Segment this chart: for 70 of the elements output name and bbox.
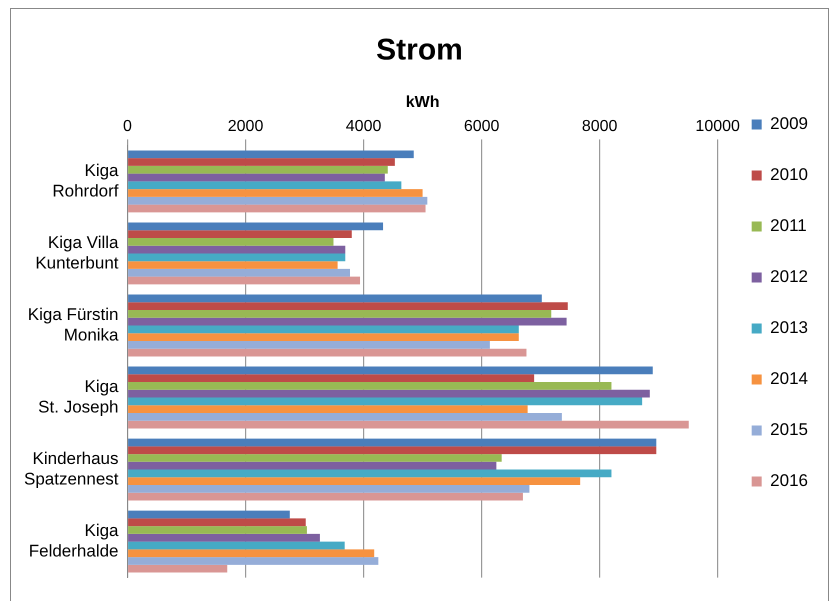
bar — [128, 222, 384, 230]
bar — [128, 150, 414, 158]
bar — [128, 268, 350, 277]
bar — [128, 454, 502, 462]
bar — [128, 510, 290, 518]
bar — [128, 333, 519, 341]
x-tick-label: 0 — [123, 118, 132, 136]
bar — [128, 253, 346, 262]
legend-label: 2012 — [770, 267, 808, 286]
bar — [128, 564, 228, 573]
x-tick-label: 8000 — [582, 118, 618, 136]
bar — [128, 534, 320, 542]
bar — [128, 294, 542, 302]
bar — [128, 310, 552, 318]
bar — [128, 204, 426, 212]
bar — [128, 405, 528, 414]
bar — [128, 518, 306, 526]
legend-label: 2011 — [770, 216, 807, 236]
bar — [128, 374, 534, 382]
legend-label: 2009 — [770, 114, 808, 134]
legend-label: 2016 — [770, 471, 808, 490]
bar — [128, 166, 388, 174]
bar — [128, 189, 423, 197]
y-tick-label: Kiga Felderhalde — [28, 521, 120, 560]
bar — [128, 470, 612, 478]
bar — [128, 348, 526, 356]
bar — [128, 438, 656, 446]
bar — [128, 549, 374, 558]
bar — [128, 276, 360, 284]
bar — [128, 261, 338, 269]
bar — [128, 398, 642, 406]
bar — [128, 302, 568, 310]
x-axis-title: kWh — [406, 94, 440, 112]
x-tick-label: 2000 — [228, 118, 264, 136]
bar — [128, 477, 580, 486]
bar — [128, 158, 395, 166]
bar — [128, 366, 653, 374]
x-tick-label: 6000 — [464, 118, 500, 136]
y-tick-label: Kiga Rohrdorf — [52, 160, 120, 200]
bar — [128, 382, 612, 390]
bar — [128, 318, 567, 326]
bar — [128, 485, 530, 493]
y-tick-label: Kiga Fürstin Monika — [28, 304, 120, 344]
bar — [128, 446, 656, 454]
bar — [128, 246, 346, 254]
y-tick-label: Kiga Villa Kunterbunt — [35, 232, 120, 272]
legend-label: 2014 — [770, 369, 808, 388]
bar — [128, 557, 378, 565]
x-tick-label: 4000 — [346, 118, 382, 136]
chart-title: Strom — [376, 33, 463, 66]
bar — [128, 238, 334, 246]
bar — [128, 340, 490, 349]
bar — [128, 542, 345, 550]
legend-label: 2013 — [770, 318, 808, 338]
bar — [128, 420, 689, 428]
bar — [128, 492, 523, 501]
bar — [128, 325, 519, 334]
bar — [128, 174, 385, 182]
bar — [128, 196, 428, 205]
bar — [128, 390, 650, 398]
x-tick-label: 10000 — [695, 118, 740, 136]
y-tick-label: Kinderhaus Spatzennest — [24, 449, 119, 488]
legend-label: 2010 — [770, 165, 808, 184]
bar — [128, 413, 562, 421]
bar — [128, 462, 496, 470]
y-tick-label: Kiga St. Joseph — [38, 377, 120, 416]
bar — [128, 181, 402, 190]
bar — [128, 230, 352, 238]
legend-label: 2015 — [770, 420, 808, 440]
bar — [128, 526, 307, 534]
